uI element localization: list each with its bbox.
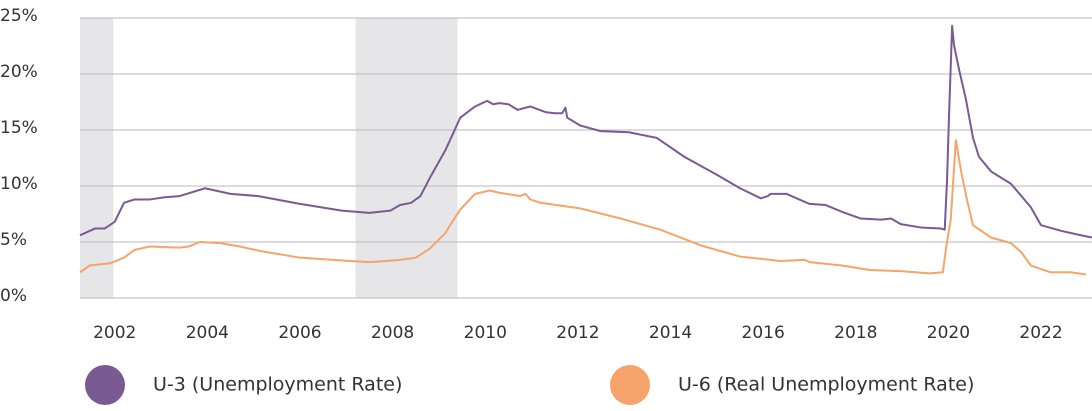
x-tick-label: 2012 <box>556 323 599 343</box>
legend-label: U-3 (Unemployment Rate) <box>153 374 402 396</box>
shaded-range <box>355 18 458 298</box>
legend-label: U-6 (Real Unemployment Rate) <box>678 374 974 396</box>
y-tick-label: 20% <box>0 62 38 82</box>
shaded-range <box>80 18 114 298</box>
y-tick-label: 10% <box>0 174 38 194</box>
x-tick-label: 2016 <box>742 323 785 343</box>
line <box>79 24 1092 239</box>
x-tick-label: 2014 <box>649 323 692 343</box>
y-tick-label: 25% <box>0 6 38 26</box>
x-tick-label: 2002 <box>93 323 136 343</box>
x-tick-label: 2018 <box>834 323 877 343</box>
x-tick-label: 2008 <box>371 323 414 343</box>
y-tick-label: 5% <box>0 230 27 250</box>
legend-swatch <box>85 365 125 405</box>
x-tick-label: 2010 <box>464 323 507 343</box>
y-tick-label: 15% <box>0 118 38 138</box>
line <box>79 139 1087 276</box>
y-tick-label: 0% <box>0 286 27 306</box>
legend-swatch <box>610 365 650 405</box>
x-tick-label: 2022 <box>1019 323 1062 343</box>
x-tick-label: 2020 <box>927 323 970 343</box>
x-tick-label: 2006 <box>278 323 321 343</box>
x-tick-label: 2004 <box>186 323 229 343</box>
